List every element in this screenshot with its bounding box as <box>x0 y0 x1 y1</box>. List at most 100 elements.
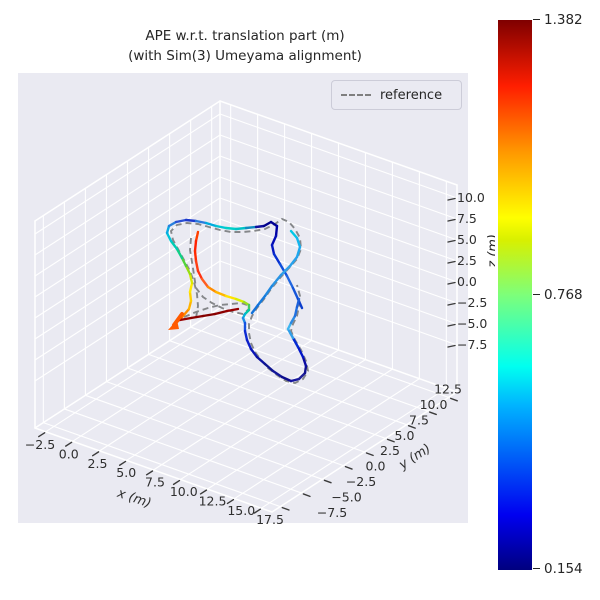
trajectory-segment <box>270 243 276 256</box>
trajectory-segment <box>167 220 178 228</box>
y-tick-label: 2.5 <box>380 443 400 458</box>
x-tick-mark <box>38 432 46 438</box>
right-wall-grid-h <box>219 134 458 220</box>
trajectory-segment <box>234 297 246 304</box>
trajectory-segment <box>189 314 205 320</box>
x-tick-mark <box>118 460 127 466</box>
left-wall-grid-h <box>34 134 221 256</box>
trajectory-segment <box>263 284 274 298</box>
trajectory-segment <box>165 224 171 235</box>
x-tick-label: 5.0 <box>116 465 136 480</box>
x-tick-mark <box>199 489 208 495</box>
legend-label: reference <box>380 87 443 103</box>
right-wall-grid-h <box>219 176 458 262</box>
trajectory-segment <box>225 307 240 313</box>
floor-grid-x <box>233 378 420 500</box>
trajectory-segment <box>295 297 301 309</box>
colorbar-tick-min <box>533 568 540 569</box>
left-wall-grid-h <box>34 218 221 340</box>
z-tick-mark <box>447 197 456 201</box>
y-tick-mark <box>386 438 395 443</box>
x-tick-mark <box>65 441 73 447</box>
legend: reference <box>331 80 462 110</box>
trajectory-segment <box>224 226 238 231</box>
trajectory-segment <box>194 259 200 273</box>
trajectory-segment <box>301 355 308 368</box>
left-wall-grid-h <box>34 113 221 235</box>
floor-grid-x <box>206 368 393 490</box>
x-tick-mark <box>253 508 262 514</box>
floor-grid-x <box>260 387 447 509</box>
y-tick-mark <box>407 425 416 429</box>
z-tick-label: 2.5 <box>457 253 477 268</box>
y-tick-mark <box>302 493 311 498</box>
right-wall-grid-h <box>219 260 458 346</box>
trajectory-segment <box>201 312 217 318</box>
z-tick-label: 10.0 <box>457 190 485 205</box>
trajectory-segment <box>206 285 218 294</box>
trajectory-segment <box>280 375 293 383</box>
trajectory-segment <box>271 369 284 379</box>
trajectory-segment <box>169 239 179 251</box>
trajectory-segment <box>184 218 198 223</box>
reference-dashed-line-sample <box>341 94 371 96</box>
z-tick-label: 7.5 <box>457 211 477 226</box>
x-tick-label: 0.0 <box>59 446 79 461</box>
pane-edge <box>219 100 458 186</box>
trajectory-segment <box>204 221 218 228</box>
z-axis-label: z (m) <box>486 234 495 268</box>
colorbar-label-mid: 0.768 <box>544 287 583 303</box>
trajectory-segment <box>224 294 238 301</box>
trajectory-segment <box>289 377 301 383</box>
trajectory-segment <box>272 252 282 266</box>
trajectory-segment <box>263 362 275 373</box>
trajectory-segment <box>249 347 259 359</box>
trajectory-segment <box>256 294 267 307</box>
left-wall-grid-h <box>34 176 221 298</box>
floor-grid-x <box>179 359 367 481</box>
pane-edge <box>34 100 221 222</box>
z-tick-mark <box>447 302 456 306</box>
plot-title: APE w.r.t. translation part (m) (with Si… <box>0 26 490 66</box>
y-tick-mark <box>365 452 374 457</box>
trajectory-segment <box>193 239 198 253</box>
right-wall-grid-h <box>219 239 458 325</box>
left-wall-grid-h <box>34 239 221 361</box>
colorbar-tick-mid <box>533 294 540 295</box>
trajectory-segment <box>200 277 210 289</box>
z-tick-mark <box>447 281 456 285</box>
y-tick-label: 12.5 <box>434 381 462 396</box>
trajectory-segment <box>193 249 198 263</box>
right-wall-grid-h <box>219 197 458 283</box>
plot-title-line1: APE w.r.t. translation part (m) <box>145 28 345 44</box>
x-tick-label: 12.5 <box>199 493 227 508</box>
y-tick-mark <box>281 506 290 511</box>
trajectory-segment <box>188 272 194 285</box>
y-tick-label: 10.0 <box>420 397 448 412</box>
x-tick-label: 15.0 <box>227 503 255 518</box>
z-tick-label: −2.5 <box>457 295 487 310</box>
pane-edge <box>271 391 458 513</box>
y-tick-label: 7.5 <box>409 412 429 427</box>
reference-path <box>183 302 248 318</box>
x-tick-mark <box>172 479 181 486</box>
y-tick-label: 0.0 <box>366 459 386 474</box>
colorbar-label-min: 0.154 <box>544 561 583 577</box>
trajectory-segment <box>214 224 228 230</box>
trajectory-segment <box>289 314 297 325</box>
colorbar <box>498 20 532 570</box>
pane-edge <box>34 427 273 513</box>
x-tick-label: 10.0 <box>170 484 198 499</box>
trajectory-segment <box>165 231 173 243</box>
trajectory-segment <box>295 245 302 259</box>
start-marker-head <box>168 320 179 330</box>
y-tick-label: 5.0 <box>395 428 415 443</box>
trajectory-segment <box>270 234 278 247</box>
trajectory-segment <box>181 307 191 318</box>
y-tick-mark <box>323 479 332 484</box>
trajectory-segment <box>254 224 266 229</box>
trajectory-segment <box>234 226 248 231</box>
trajectory-segment <box>279 264 292 277</box>
colorbar-label-max: 1.382 <box>544 12 583 28</box>
trajectory-segment <box>286 327 295 340</box>
